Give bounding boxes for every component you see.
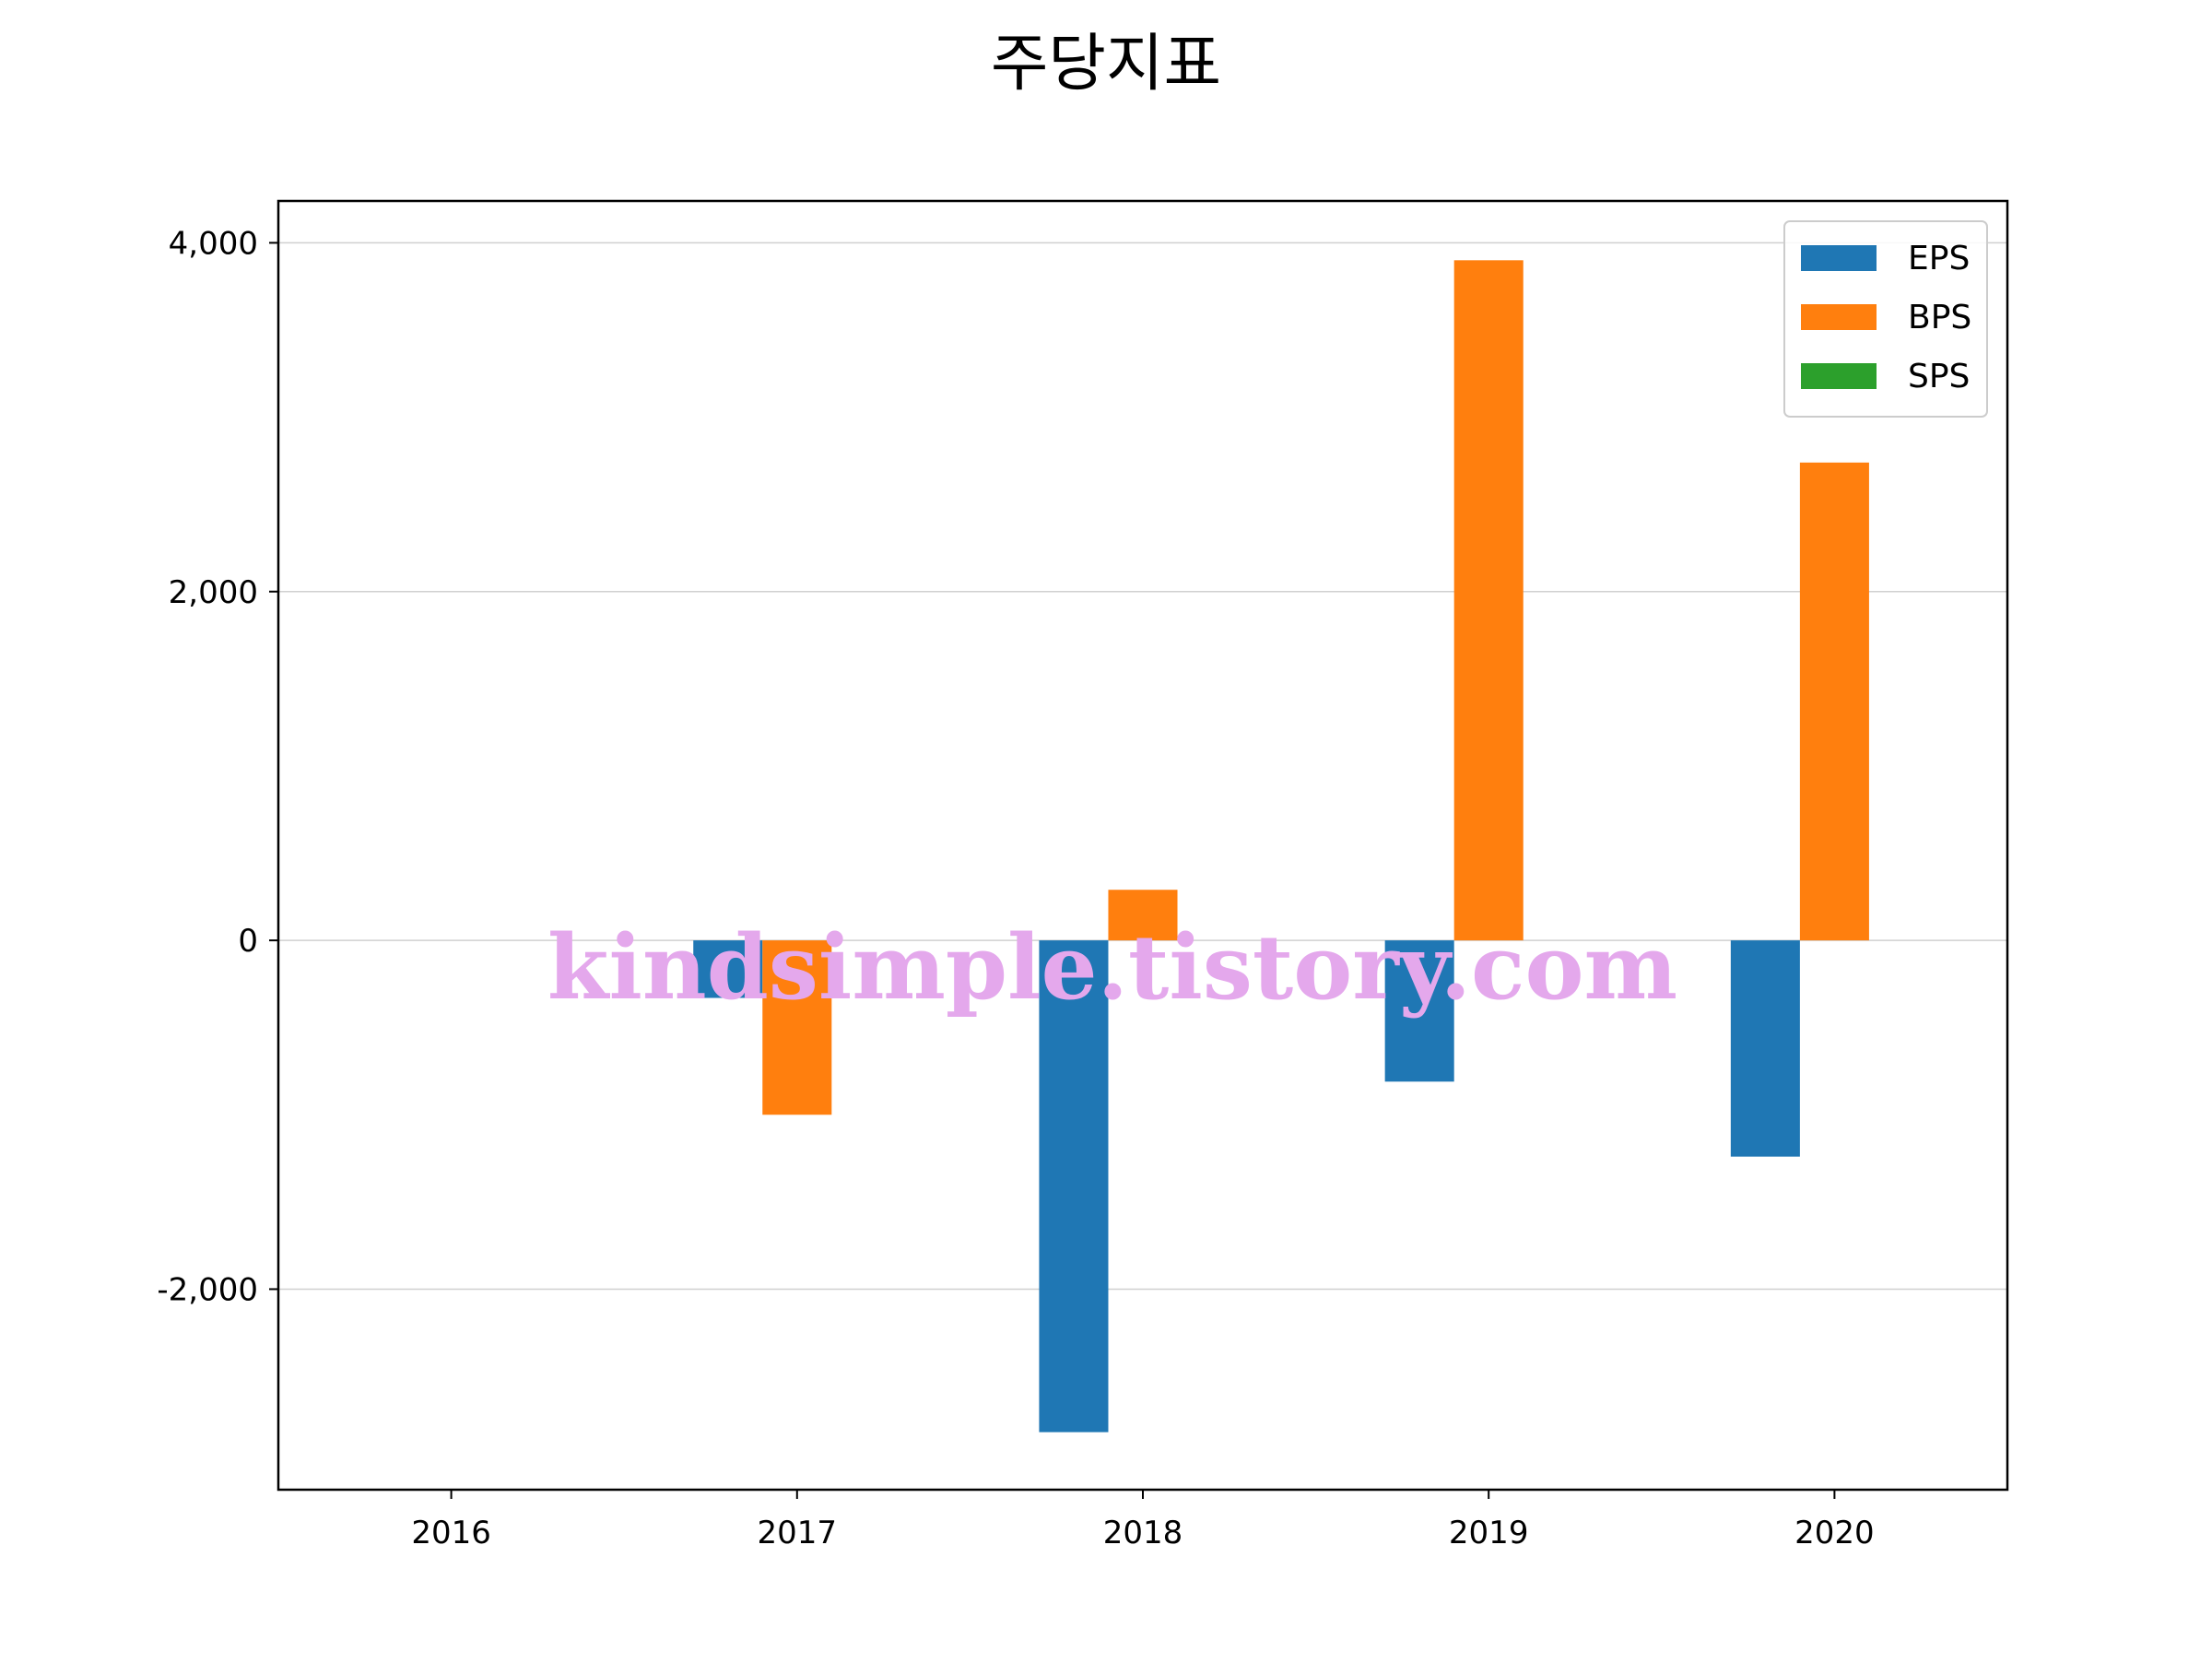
bar-bps-2019	[1453, 260, 1524, 941]
legend-swatch-sps	[1801, 363, 1877, 389]
plot-frame	[276, 199, 2009, 1492]
bar-eps-2017	[693, 940, 763, 998]
legend: EPS BPS SPS	[1783, 220, 1988, 418]
bar-eps-2019	[1384, 940, 1454, 1082]
y-tick-label: 2,000	[169, 574, 258, 611]
x-tick-label: 2018	[1103, 1515, 1183, 1551]
x-tick-label: 2016	[411, 1515, 491, 1551]
y-tick-label: 0	[238, 923, 258, 960]
bar-bps-2018	[1108, 890, 1178, 941]
bar-bps-2017	[762, 940, 832, 1115]
chart-title: 주당지표	[991, 28, 1221, 100]
y-tick-label: -2,000	[157, 1271, 258, 1308]
axes-layer: -2,000 0 2,000 4,000 2016 2017 2018 2019 2020	[157, 199, 2009, 1551]
legend-swatch-eps	[1801, 245, 1877, 271]
bar-eps-2020	[1730, 940, 1800, 1157]
x-tick-label: 2020	[1794, 1515, 1875, 1551]
grid-layer	[278, 242, 2007, 1291]
legend-label-bps: BPS	[1908, 299, 1971, 336]
y-tick-label: 4,000	[169, 225, 258, 262]
x-tick-label: 2017	[758, 1515, 838, 1551]
legend-label-sps: SPS	[1908, 358, 1970, 395]
legend-swatch-bps	[1801, 304, 1877, 330]
bar-bps-2020	[1799, 462, 1869, 941]
x-tick-label: 2019	[1449, 1515, 1529, 1551]
bars-layer	[693, 260, 1869, 1433]
legend-label-eps: EPS	[1908, 240, 1970, 277]
watermark-text: kindsimple.tistory.com	[547, 915, 1677, 1020]
bar-eps-2018	[1039, 940, 1109, 1433]
